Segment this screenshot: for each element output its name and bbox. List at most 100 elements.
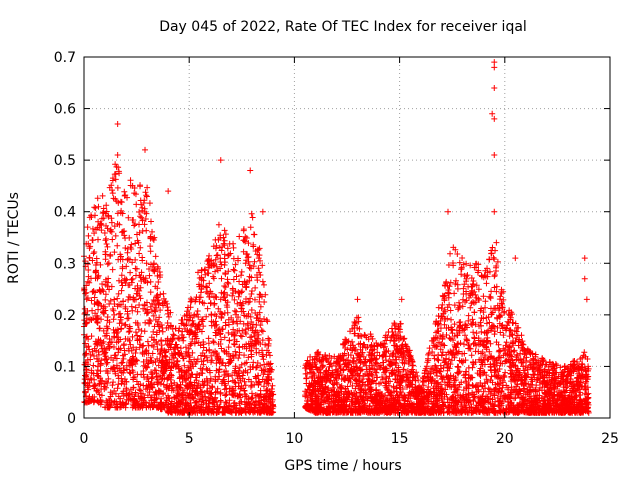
data-point (112, 171, 119, 178)
data-point (139, 349, 146, 356)
data-point (118, 253, 125, 260)
data-point (88, 397, 95, 404)
data-point (218, 310, 225, 317)
data-point (212, 322, 219, 329)
data-point (109, 305, 116, 312)
data-point (91, 248, 98, 255)
data-point (92, 275, 99, 282)
data-point (118, 272, 125, 279)
data-point (180, 337, 187, 344)
data-point (86, 279, 93, 286)
data-point (461, 341, 468, 348)
data-point (255, 255, 262, 262)
data-point (166, 395, 173, 402)
data-point (134, 320, 141, 327)
data-point (165, 375, 172, 382)
data-point (89, 348, 96, 355)
data-point (137, 295, 144, 302)
data-point (145, 359, 152, 366)
data-point (244, 320, 251, 327)
data-point (156, 274, 163, 281)
data-point (221, 242, 228, 249)
data-point (146, 400, 153, 407)
data-point (261, 361, 268, 368)
data-point (186, 354, 193, 361)
data-point (159, 325, 166, 332)
data-point (235, 355, 242, 362)
data-point (134, 308, 141, 315)
data-point (153, 293, 160, 300)
data-point (176, 392, 183, 399)
data-point (108, 182, 115, 189)
data-point (214, 252, 221, 259)
data-point (116, 404, 123, 411)
data-point (217, 330, 224, 337)
data-point (126, 395, 133, 402)
data-point (259, 328, 266, 335)
data-point (140, 402, 147, 409)
data-point (195, 313, 202, 320)
data-point (166, 385, 173, 392)
data-point (150, 236, 157, 243)
data-point (144, 306, 151, 313)
data-point (138, 214, 145, 221)
data-point (205, 340, 212, 347)
data-point (98, 227, 105, 234)
data-point (153, 304, 160, 311)
data-point (196, 326, 203, 333)
data-point (118, 325, 125, 332)
data-point (231, 307, 238, 314)
data-point (102, 307, 109, 314)
data-point (124, 256, 131, 263)
data-point (98, 380, 105, 387)
data-point (197, 403, 204, 410)
data-point (135, 239, 142, 246)
data-point (488, 288, 495, 295)
data-point (152, 298, 159, 305)
data-point (133, 356, 140, 363)
data-point (443, 278, 450, 285)
data-point (95, 203, 102, 210)
data-point (210, 294, 217, 301)
data-point (125, 315, 132, 322)
data-point (217, 296, 224, 303)
data-point (252, 284, 259, 291)
data-point (189, 407, 196, 414)
data-point (115, 381, 122, 388)
data-point (478, 328, 485, 335)
data-point (110, 344, 117, 351)
data-point (223, 350, 230, 357)
data-point (204, 388, 211, 395)
data-point (147, 354, 154, 361)
data-point (231, 379, 238, 386)
data-point (105, 375, 112, 382)
data-point (125, 255, 132, 262)
data-point (121, 322, 128, 329)
data-point (138, 269, 145, 276)
data-point (219, 359, 226, 366)
data-point (160, 295, 167, 302)
data-point (215, 340, 222, 347)
data-point (110, 357, 117, 364)
data-point (108, 228, 115, 235)
data-point (109, 187, 116, 194)
data-point (94, 195, 101, 202)
data-point (233, 351, 240, 358)
data-point (147, 303, 154, 310)
data-point (213, 408, 220, 415)
data-point (107, 251, 114, 258)
data-point (141, 221, 148, 228)
data-point (132, 389, 139, 396)
data-point (93, 299, 100, 306)
data-point (201, 352, 208, 359)
data-point (112, 232, 119, 239)
data-point (117, 198, 124, 205)
data-point (204, 408, 211, 415)
data-point (206, 347, 213, 354)
data-point (202, 393, 209, 400)
data-point (124, 249, 131, 256)
data-point (119, 359, 126, 366)
data-point (137, 333, 144, 340)
data-point (122, 321, 129, 328)
data-point (187, 298, 194, 305)
